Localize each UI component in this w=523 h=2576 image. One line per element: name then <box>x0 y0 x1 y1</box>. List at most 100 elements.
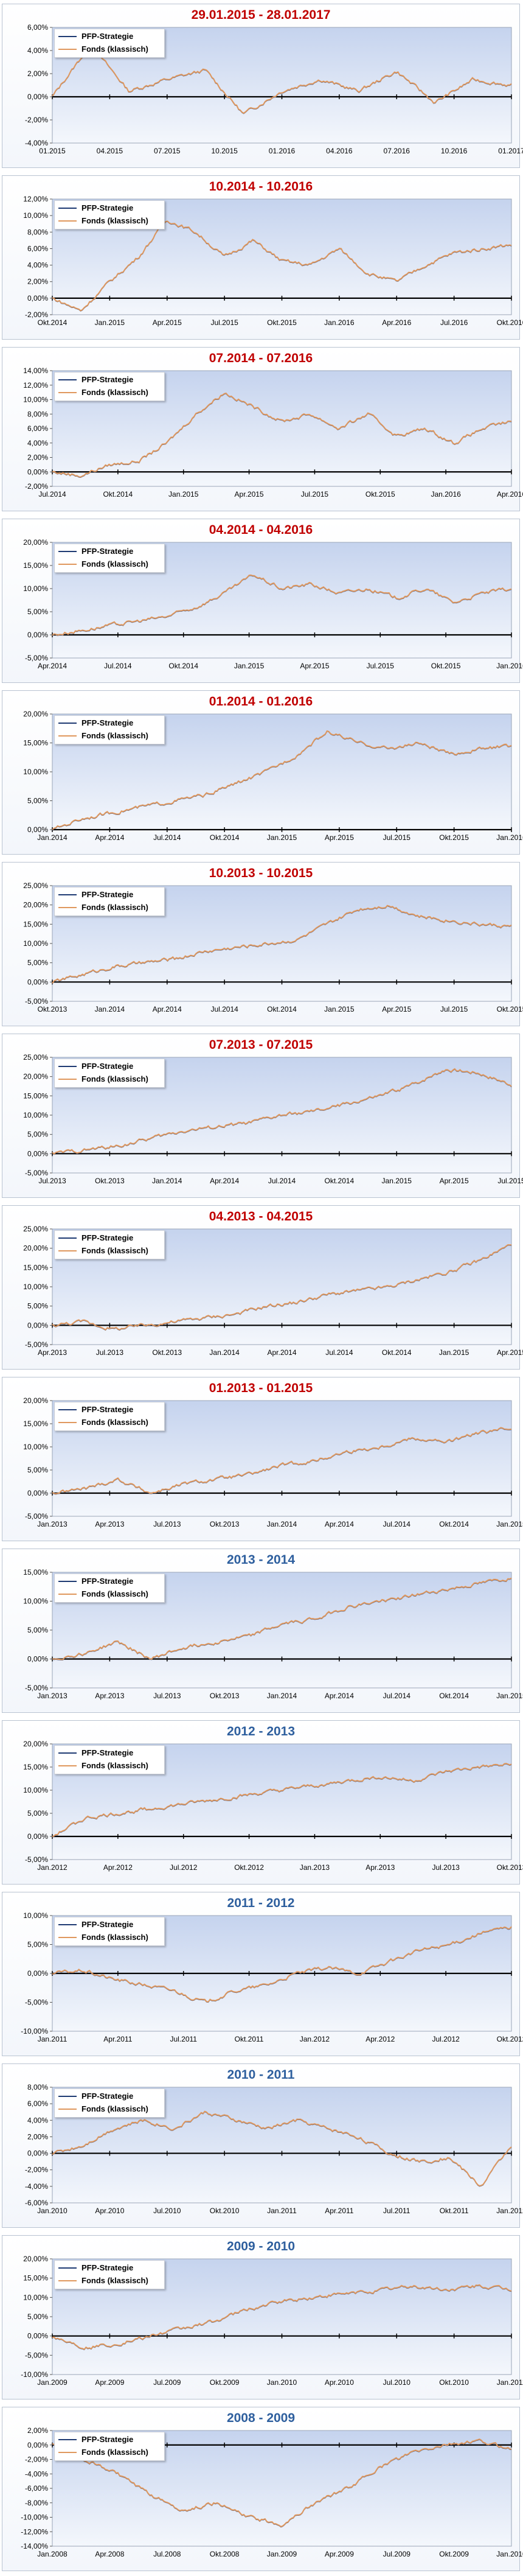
x-tick-label: Jul.2014 <box>210 1005 238 1013</box>
x-tick-label: 07.2015 <box>154 147 181 155</box>
legend-item: PFP-Strategie <box>55 1060 164 1073</box>
legend-item: Fonds (klassisch) <box>55 2103 164 2115</box>
x-tick-label: Jan.2015 <box>168 490 199 499</box>
y-tick-label: 4,00% <box>27 2116 48 2124</box>
legend-swatch <box>58 1752 77 1754</box>
y-tick-label: 2,00% <box>27 2426 48 2435</box>
x-tick-label: Okt.2011 <box>440 2207 469 2215</box>
legend-label: Fonds (klassisch) <box>81 731 148 740</box>
x-tick-label: Jan.2010 <box>37 2207 68 2215</box>
legend-item: Fonds (klassisch) <box>55 2275 164 2287</box>
legend-label: Fonds (klassisch) <box>81 1074 148 1083</box>
x-tick-label: Jul.2014 <box>268 1177 296 1185</box>
y-tick-label: 0,00% <box>27 1832 48 1841</box>
series-line-fonds <box>52 1577 512 1661</box>
x-tick-label: Apr.2013 <box>95 1520 124 1528</box>
y-tick-label: 25,00% <box>23 881 48 890</box>
legend-swatch <box>58 735 77 737</box>
y-tick-label: 2,00% <box>27 69 48 78</box>
chart-title: 07.2014 - 07.2016 <box>209 351 313 365</box>
series-line-fonds <box>52 905 512 984</box>
chart-panel: 10.2014 - 10.2016 12,00% 10,00% 8,00% 6,00% 4… <box>2 175 523 340</box>
chart-legend: PFP-Strategie Fonds (klassisch) <box>54 2432 165 2461</box>
legend-swatch <box>58 1937 77 1938</box>
x-tick-label: Jan.2015 <box>234 662 265 670</box>
x-tick-label: Jan.2014 <box>152 1177 182 1185</box>
x-tick-label: Apr.2015 <box>235 490 264 499</box>
x-tick-label: Jul.2011 <box>170 2035 197 2043</box>
y-tick-label: 0,00% <box>27 93 48 101</box>
y-tick-label: 10,00% <box>23 939 48 948</box>
x-tick-label: Okt.2014 <box>325 1177 355 1185</box>
y-tick-label: 10,00% <box>23 1911 48 1920</box>
x-tick-label: Jul.2014 <box>325 1348 353 1357</box>
x-tick-label: Okt.2009 <box>210 2378 240 2387</box>
legend-swatch <box>58 1765 77 1766</box>
chart-legend: PFP-Strategie Fonds (klassisch) <box>54 372 165 401</box>
legend-item: PFP-Strategie <box>55 30 164 43</box>
x-tick-label: Jan.2014 <box>37 833 68 842</box>
legend-item: Fonds (klassisch) <box>55 1245 164 1257</box>
x-tick-label: Jan.2009 <box>267 2550 297 2558</box>
chart-title: 07.2013 - 07.2015 <box>209 1038 313 1052</box>
series-line-fonds <box>52 1427 512 1495</box>
legend-item: PFP-Strategie <box>55 717 164 729</box>
x-tick-label: Jan.2016 <box>431 490 461 499</box>
x-tick-label: Apr.2011 <box>103 2035 132 2043</box>
x-tick-label: Apr.2008 <box>95 2550 124 2558</box>
legend-label: Fonds (klassisch) <box>81 216 148 225</box>
y-tick-label: 0,00% <box>27 2332 48 2340</box>
series-line-fonds <box>52 392 512 478</box>
legend-label: Fonds (klassisch) <box>81 903 148 912</box>
x-tick-label: Jul.2010 <box>153 2207 181 2215</box>
y-tick-label: 6,00% <box>27 424 48 433</box>
x-tick-label: Jan.2015 <box>267 833 297 842</box>
y-tick-label: -10,00% <box>21 2370 48 2379</box>
chart-legend: PFP-Strategie Fonds (klassisch) <box>54 1917 165 1946</box>
y-tick-label: 15,00% <box>23 1419 48 1428</box>
series-line-fonds <box>52 47 512 114</box>
legend-label: PFP-Strategie <box>81 32 134 41</box>
x-tick-label: Apr.2014 <box>325 1520 354 1528</box>
y-tick-label: 0,00% <box>27 825 48 834</box>
legend-label: PFP-Strategie <box>81 1920 134 1929</box>
chart-panel: 04.2014 - 04.2016 20,00% 15,00% 10,00% 5,00%… <box>2 519 523 683</box>
x-tick-label: Jan.2011 <box>267 2207 297 2215</box>
chart-legend: PFP-Strategie Fonds (klassisch) <box>54 2088 165 2118</box>
legend-swatch <box>58 1237 77 1239</box>
x-tick-label: Jul.2015 <box>210 318 238 327</box>
y-tick-label: 5,00% <box>27 959 48 967</box>
chart-legend: PFP-Strategie Fonds (klassisch) <box>54 200 165 229</box>
y-tick-label: 8,00% <box>27 2083 48 2091</box>
x-tick-label: Apr.2012 <box>365 2035 395 2043</box>
x-tick-label: Jan.2015 <box>496 1520 523 1528</box>
y-tick-label: 6,00% <box>27 244 48 253</box>
y-tick-label: -12,00% <box>21 2527 48 2536</box>
y-tick-label: 12,00% <box>23 381 48 390</box>
legend-label: Fonds (klassisch) <box>81 1418 148 1427</box>
chart-title: 2012 - 2013 <box>226 1724 296 1738</box>
legend-item: PFP-Strategie <box>55 2090 164 2102</box>
legend-label: Fonds (klassisch) <box>81 2448 148 2457</box>
y-tick-label: 5,00% <box>27 797 48 805</box>
y-tick-label: 10,00% <box>23 1443 48 1451</box>
x-tick-label: Okt.2012 <box>497 2035 523 2043</box>
legend-label: PFP-Strategie <box>81 1577 134 1586</box>
chart-panel: 2011 - 2012 10,00% 5,00% 0,00% -5,00% -10,00%… <box>2 1892 523 2056</box>
x-tick-label: Jan.2013 <box>37 1520 68 1528</box>
y-tick-label: 6,00% <box>27 23 48 32</box>
y-tick-label: 2,00% <box>27 278 48 286</box>
y-tick-label: 0,00% <box>27 1489 48 1497</box>
legend-label: Fonds (klassisch) <box>81 388 148 397</box>
chart-legend: PFP-Strategie Fonds (klassisch) <box>54 544 165 573</box>
y-tick-label: 0,00% <box>27 2441 48 2449</box>
legend-item: Fonds (klassisch) <box>55 730 164 742</box>
x-tick-label: 01.2015 <box>39 147 66 155</box>
legend-swatch <box>58 907 77 908</box>
x-tick-label: Jul.2011 <box>383 2207 410 2215</box>
y-tick-label: -5,00% <box>25 654 48 662</box>
y-tick-label: -5,00% <box>25 1684 48 1692</box>
x-tick-label: 01.2016 <box>269 147 296 155</box>
chart-svg: 10,00% 5,00% 0,00% -5,00% -10,00%Jan.2011 Apr… <box>21 1911 523 2043</box>
series-line-fonds <box>52 1068 512 1155</box>
